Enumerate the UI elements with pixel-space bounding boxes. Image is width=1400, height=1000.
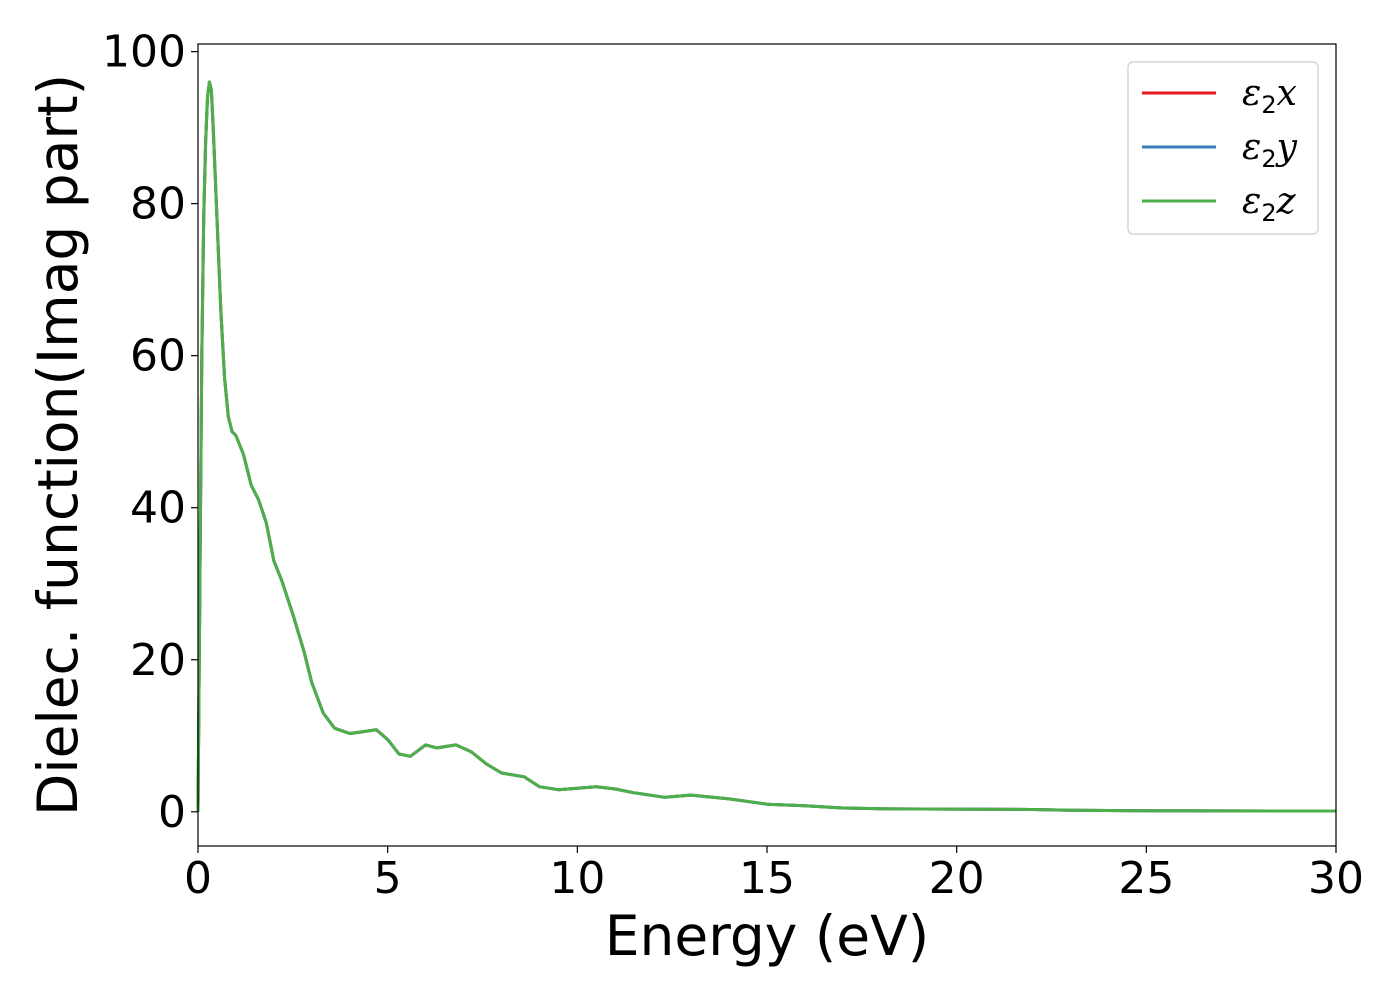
y-tick-label: 0 xyxy=(158,787,186,838)
legend-symbol: ε xyxy=(1242,181,1261,222)
y-tick-label: 40 xyxy=(130,483,186,534)
legend-symbol: ε xyxy=(1242,127,1261,168)
x-tick-label: 5 xyxy=(374,853,402,904)
legend-label-x: ε2x xyxy=(1242,73,1297,119)
legend-suffix: y xyxy=(1275,127,1298,168)
legend-suffix: x xyxy=(1277,73,1297,114)
y-axis-ticks: 0 20 40 60 80 100 xyxy=(102,27,198,838)
x-tick-label: 15 xyxy=(739,853,795,904)
x-axis-label: Energy (eV) xyxy=(605,904,929,968)
y-axis-label: Dielec. function(Imag part) xyxy=(26,74,90,816)
x-axis-ticks: 0 5 10 15 20 25 30 xyxy=(184,846,1364,904)
x-tick-label: 30 xyxy=(1308,853,1364,904)
y-tick-label: 60 xyxy=(130,331,186,382)
legend-subscript: 2 xyxy=(1261,145,1276,173)
legend-symbol: ε xyxy=(1242,73,1261,114)
legend-label-y: ε2y xyxy=(1242,127,1298,173)
x-tick-label: 25 xyxy=(1118,853,1174,904)
series-line-z xyxy=(196,80,1337,813)
plot-lines xyxy=(196,80,1337,813)
x-tick-label: 0 xyxy=(184,853,212,904)
y-tick-label: 80 xyxy=(130,179,186,230)
x-tick-label: 20 xyxy=(929,853,985,904)
legend-subscript: 2 xyxy=(1261,199,1276,227)
legend-label-z: ε2z xyxy=(1242,181,1297,227)
y-tick-label: 20 xyxy=(130,635,186,686)
legend-subscript: 2 xyxy=(1261,91,1276,119)
legend-box xyxy=(1127,61,1319,235)
x-tick-label: 10 xyxy=(549,853,605,904)
y-tick-label: 100 xyxy=(102,27,186,78)
legend-suffix: z xyxy=(1276,181,1297,222)
